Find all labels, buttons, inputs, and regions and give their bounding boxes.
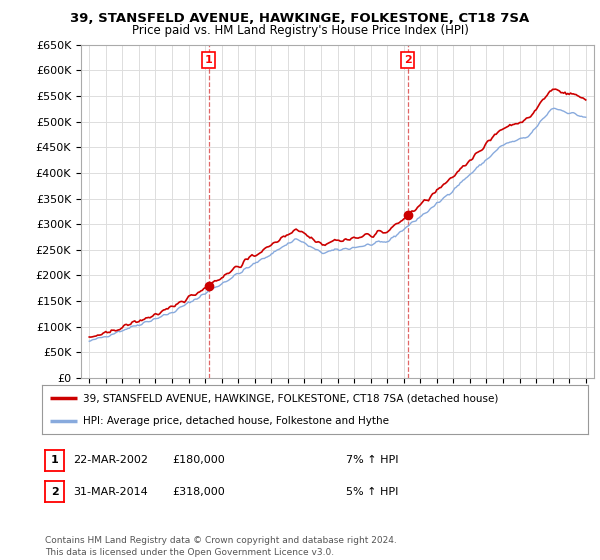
Text: 22-MAR-2002: 22-MAR-2002: [73, 455, 148, 465]
Text: £180,000: £180,000: [172, 455, 225, 465]
Text: 5% ↑ HPI: 5% ↑ HPI: [346, 487, 398, 497]
Text: 7% ↑ HPI: 7% ↑ HPI: [346, 455, 398, 465]
Text: 1: 1: [51, 455, 58, 465]
Text: HPI: Average price, detached house, Folkestone and Hythe: HPI: Average price, detached house, Folk…: [83, 416, 389, 426]
Text: £318,000: £318,000: [172, 487, 225, 497]
Text: 2: 2: [404, 55, 412, 65]
Text: Price paid vs. HM Land Registry's House Price Index (HPI): Price paid vs. HM Land Registry's House …: [131, 24, 469, 37]
Text: Contains HM Land Registry data © Crown copyright and database right 2024.
This d: Contains HM Land Registry data © Crown c…: [45, 536, 397, 557]
Text: 39, STANSFELD AVENUE, HAWKINGE, FOLKESTONE, CT18 7SA: 39, STANSFELD AVENUE, HAWKINGE, FOLKESTO…: [70, 12, 530, 25]
Text: 1: 1: [205, 55, 212, 65]
Text: 31-MAR-2014: 31-MAR-2014: [73, 487, 148, 497]
Text: 39, STANSFELD AVENUE, HAWKINGE, FOLKESTONE, CT18 7SA (detached house): 39, STANSFELD AVENUE, HAWKINGE, FOLKESTO…: [83, 393, 499, 403]
Text: 2: 2: [51, 487, 58, 497]
